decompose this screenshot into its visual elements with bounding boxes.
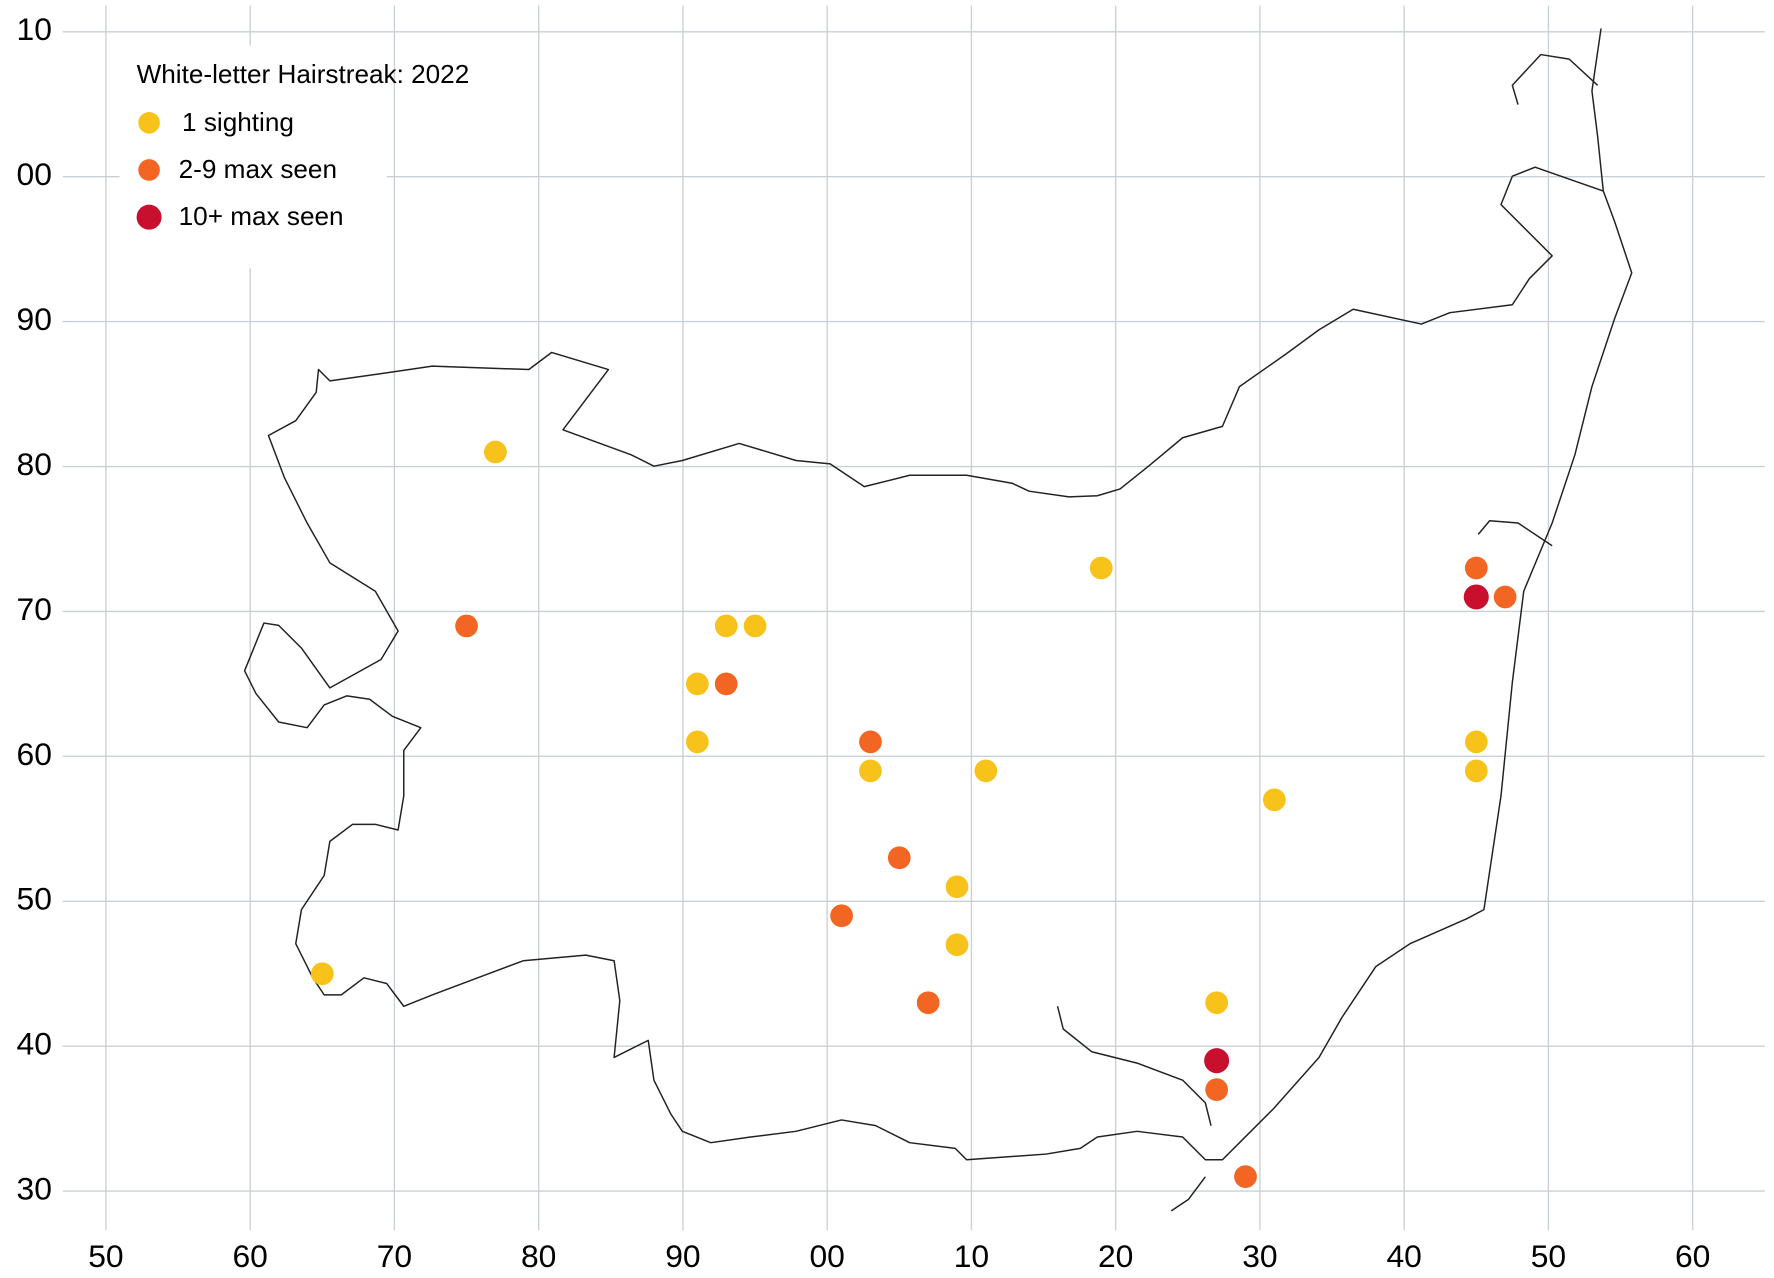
- x-tick-label: 50: [1531, 1238, 1566, 1274]
- x-tick-label: 10: [954, 1238, 989, 1274]
- sighting-point: [1464, 556, 1488, 580]
- sighting-point: [1463, 584, 1489, 610]
- y-tick-label: 40: [17, 1026, 52, 1062]
- x-tick-label: 00: [809, 1238, 844, 1274]
- legend-title: White-letter Hairstreak: 2022: [137, 59, 470, 89]
- x-tick-label: 80: [521, 1238, 556, 1274]
- x-tick-label: 60: [1675, 1238, 1710, 1274]
- y-tick-label: 10: [17, 11, 52, 47]
- ticks: 30 40 50 60 70 80 90 00 10 50 60 70 80 90 00 10 20 30 40 50…: [17, 11, 1711, 1274]
- y-tick-label: 30: [17, 1171, 52, 1207]
- county-outline: [243, 166, 1633, 1161]
- sighting-point: [455, 614, 478, 638]
- x-tick-label: 30: [1242, 1238, 1277, 1274]
- sighting-point: [945, 875, 969, 899]
- sighting-point: [859, 730, 882, 754]
- sighting-point: [887, 846, 911, 870]
- x-tick-label: 70: [377, 1238, 412, 1274]
- sighting-point: [1089, 556, 1113, 580]
- sighting-point: [830, 904, 853, 928]
- sighting-point: [685, 672, 709, 696]
- sighting-point: [1493, 585, 1517, 609]
- sighting-point: [859, 759, 882, 783]
- legend-swatch: [136, 204, 162, 230]
- coastline: [1056, 28, 1605, 1212]
- sighting-point: [1464, 730, 1488, 754]
- x-tick-label: 40: [1386, 1238, 1421, 1274]
- sighting-point: [1204, 1048, 1230, 1074]
- sighting-point: [1205, 991, 1229, 1015]
- legend-swatch: [138, 159, 160, 181]
- points: [310, 440, 1517, 1188]
- sighting-point: [714, 672, 738, 696]
- y-tick-label: 60: [17, 736, 52, 772]
- y-tick-label: 00: [17, 156, 52, 192]
- y-tick-label: 50: [17, 881, 52, 917]
- legend-label: 1 sighting: [182, 107, 294, 137]
- sighting-point: [974, 759, 998, 783]
- sighting-point: [1464, 759, 1488, 783]
- sighting-point: [685, 730, 709, 754]
- x-tick-label: 60: [232, 1238, 267, 1274]
- x-tick-label: 90: [665, 1238, 700, 1274]
- sighting-point: [1234, 1165, 1257, 1188]
- sighting-point: [484, 440, 507, 464]
- sighting-point: [1262, 788, 1286, 812]
- legend-box: [119, 45, 387, 269]
- y-tick-label: 90: [17, 301, 52, 337]
- sighting-point: [310, 962, 334, 986]
- sighting-point: [743, 614, 767, 638]
- sighting-point: [945, 933, 969, 957]
- sighting-point: [714, 614, 738, 638]
- y-tick-label: 80: [17, 446, 52, 482]
- sighting-point: [1205, 1078, 1229, 1102]
- legend-swatch: [138, 111, 160, 134]
- legend-label: 2-9 max seen: [179, 154, 337, 184]
- sighting-point: [916, 991, 940, 1015]
- legend-label: 10+ max seen: [179, 201, 344, 231]
- x-tick-label: 50: [88, 1238, 123, 1274]
- y-tick-label: 70: [17, 591, 52, 627]
- x-tick-label: 20: [1098, 1238, 1133, 1274]
- legend: 1 sighting 2-9 max seen 10+ max seen: [136, 107, 344, 231]
